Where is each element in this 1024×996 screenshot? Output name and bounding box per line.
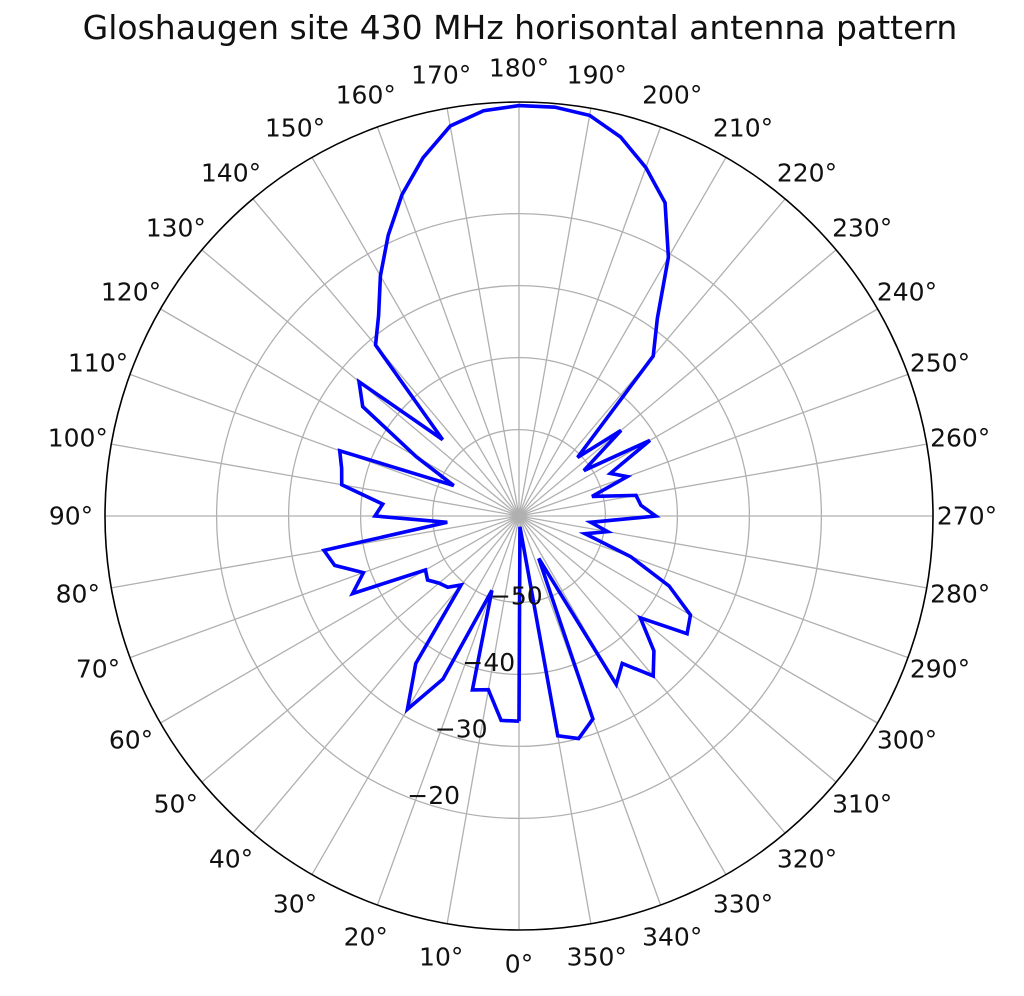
angle-tick-label: 290° <box>910 655 970 684</box>
angular-gridline <box>311 157 520 517</box>
angle-tick-label: 150° <box>265 114 325 143</box>
angular-gridline <box>518 126 662 517</box>
angle-tick-label: 260° <box>930 424 990 453</box>
angular-gridline <box>129 515 520 659</box>
polar-frame <box>104 101 934 931</box>
angle-tick-label: 200° <box>642 81 702 110</box>
angle-tick-label: 10° <box>419 943 463 972</box>
radial-tick-label: −20 <box>407 781 460 810</box>
angle-tick-label: 170° <box>411 60 471 89</box>
angular-gridline <box>376 126 520 517</box>
angular-gridline <box>252 515 520 834</box>
radial-tick-label: −40 <box>462 648 515 677</box>
angular-gridline <box>518 515 878 724</box>
angular-gridline <box>518 515 909 659</box>
angle-tick-label: 120° <box>101 278 161 307</box>
angular-gridline <box>518 515 727 875</box>
angle-tick-label: 180° <box>489 54 549 83</box>
angular-gridline <box>518 249 837 517</box>
angular-gridline <box>518 515 837 783</box>
radial-tick-label: −30 <box>435 714 488 743</box>
angle-tick-label: 250° <box>910 348 970 377</box>
angular-gridline <box>446 515 520 924</box>
angular-gridline <box>518 443 927 517</box>
angular-gridline <box>446 108 520 517</box>
axis-labels: 0° 10° 20° 30° 40° 50° 60° 70° 80° 90° 100° 110° 120… <box>48 54 997 979</box>
angle-tick-label: 60° <box>109 726 153 755</box>
angle-tick-label: 90° <box>49 502 93 531</box>
angle-tick-label: 160° <box>336 81 396 110</box>
angle-tick-label: 270° <box>937 502 997 531</box>
angular-gridline <box>111 515 520 589</box>
angular-gridline <box>518 515 927 589</box>
angle-tick-label: 20° <box>344 922 388 951</box>
angle-tick-label: 240° <box>877 278 937 307</box>
angle-tick-label: 330° <box>713 889 773 918</box>
angle-tick-label: 100° <box>48 424 108 453</box>
angle-tick-label: 80° <box>56 579 100 608</box>
angle-tick-label: 130° <box>146 214 206 243</box>
angle-tick-label: 300° <box>877 726 937 755</box>
angular-gridline <box>111 443 520 517</box>
polar-grid <box>105 102 933 930</box>
angular-gridline <box>160 308 520 517</box>
angular-gridline <box>376 515 520 906</box>
angle-tick-label: 70° <box>76 655 120 684</box>
chart-title: Gloshaugen site 430 MHz horisontal anten… <box>82 8 958 47</box>
angle-tick-label: 30° <box>273 889 317 918</box>
angle-tick-label: 350° <box>567 943 627 972</box>
angle-tick-label: 220° <box>777 158 837 187</box>
angle-tick-label: 340° <box>642 922 702 951</box>
radial-tick-label: −50 <box>490 581 543 610</box>
angle-tick-label: 320° <box>777 845 837 874</box>
angular-gridline <box>518 157 727 517</box>
angular-gridline <box>518 308 878 517</box>
angle-tick-label: 310° <box>832 789 892 818</box>
series-layer <box>320 103 693 741</box>
angular-gridline <box>311 515 520 875</box>
angle-tick-label: 190° <box>567 60 627 89</box>
angle-tick-label: 50° <box>154 789 198 818</box>
angular-gridline <box>201 515 520 783</box>
polar-outer-ring <box>104 101 934 931</box>
angular-gridline <box>518 373 909 517</box>
angle-tick-label: 110° <box>68 348 128 377</box>
angular-gridline <box>129 373 520 517</box>
angular-gridline <box>518 108 592 517</box>
angle-tick-label: 140° <box>201 158 261 187</box>
angular-gridline <box>160 515 520 724</box>
angle-tick-label: 40° <box>209 845 253 874</box>
series-line <box>320 103 693 741</box>
angle-tick-label: 210° <box>713 114 773 143</box>
angle-tick-label: 280° <box>930 579 990 608</box>
angle-tick-label: 0° <box>505 950 533 979</box>
angle-tick-label: 230° <box>832 214 892 243</box>
